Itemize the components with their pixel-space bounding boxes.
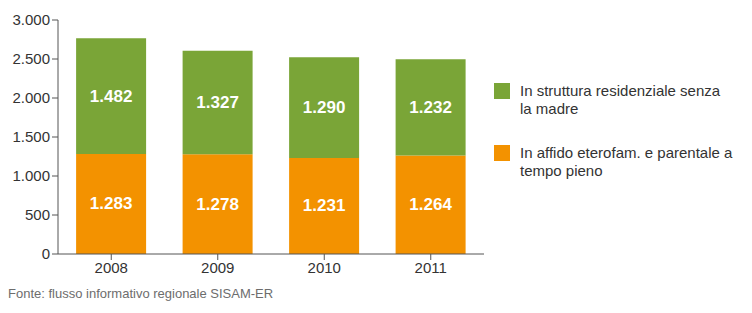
svg-text:1.283: 1.283 — [90, 194, 133, 213]
svg-text:1.290: 1.290 — [303, 98, 346, 117]
svg-text:2.500: 2.500 — [12, 50, 50, 67]
svg-text:2010: 2010 — [308, 259, 341, 276]
svg-text:1.000: 1.000 — [12, 167, 50, 184]
svg-text:2011: 2011 — [415, 259, 447, 276]
html-text:In affido eterofam. e parental: In affido eterofam. e parentale a tempo … — [520, 144, 733, 179]
svg-text:1.482: 1.482 — [90, 87, 133, 106]
svg-text:1.232: 1.232 — [409, 98, 452, 117]
svg-text:1.327: 1.327 — [196, 93, 239, 112]
html-text:In struttura residenziale senz: In struttura residenziale senza la madre — [520, 82, 721, 117]
html-text:Fonte: flusso informativo regi: Fonte: flusso informativo regionale SISA… — [8, 286, 274, 301]
svg-text:2008: 2008 — [95, 259, 128, 276]
svg-text:2.000: 2.000 — [12, 89, 50, 106]
svg-text:1.500: 1.500 — [12, 128, 50, 145]
svg-text:1.231: 1.231 — [303, 196, 346, 215]
svg-text:500: 500 — [25, 206, 50, 223]
svg-text:3.000: 3.000 — [12, 11, 50, 28]
svg-text:1.278: 1.278 — [196, 195, 239, 214]
svg-text:1.264: 1.264 — [409, 195, 452, 214]
svg-text:2009: 2009 — [201, 259, 234, 276]
svg-text:0: 0 — [42, 245, 50, 262]
